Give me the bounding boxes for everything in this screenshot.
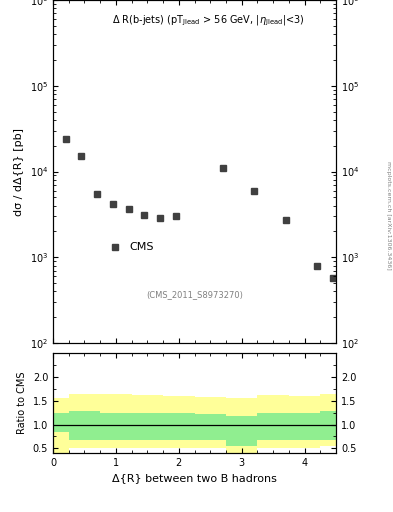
Bar [69, 411, 100, 440]
Bar [257, 413, 289, 440]
Bar [53, 413, 69, 432]
Text: mcplots.cern.ch [arXiv:1306.3436]: mcplots.cern.ch [arXiv:1306.3436] [386, 161, 391, 269]
Text: CMS: CMS [129, 242, 154, 252]
Bar [163, 396, 195, 449]
Bar [226, 398, 257, 453]
Bar [289, 413, 320, 440]
Bar [132, 413, 163, 440]
Text: (CMS_2011_S8973270): (CMS_2011_S8973270) [146, 290, 243, 300]
Y-axis label: dσ / dΔ{R} [pb]: dσ / dΔ{R} [pb] [14, 127, 24, 216]
Text: $\Delta$ R(b-jets) (pT$_\mathrm{Jlead}$ > 56 GeV, |$\eta_\mathrm{Jlead}$|<3): $\Delta$ R(b-jets) (pT$_\mathrm{Jlead}$ … [112, 14, 305, 28]
Bar [320, 394, 336, 446]
Bar [69, 394, 100, 449]
Bar [289, 396, 320, 449]
Bar [132, 395, 163, 449]
X-axis label: Δ{R} between two B hadrons: Δ{R} between two B hadrons [112, 474, 277, 483]
Bar [163, 413, 195, 440]
Bar [226, 416, 257, 446]
Y-axis label: Ratio to CMS: Ratio to CMS [17, 372, 27, 435]
Bar [257, 395, 289, 449]
Bar [100, 413, 132, 440]
Bar [195, 414, 226, 440]
Bar [100, 394, 132, 449]
Bar [195, 397, 226, 449]
Bar [53, 398, 69, 456]
Bar [320, 411, 336, 440]
